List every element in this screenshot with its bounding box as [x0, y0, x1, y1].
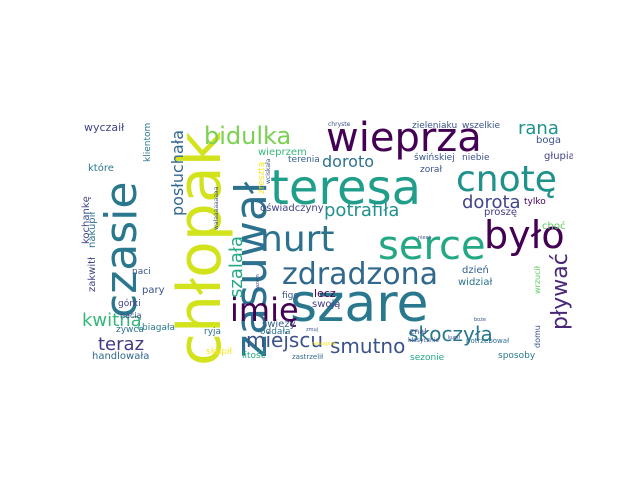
word: potrafiła [324, 200, 400, 221]
word: posłuchała [168, 129, 187, 216]
word: bidulka [204, 122, 292, 150]
word: chryste [328, 121, 351, 128]
word: nakupił [87, 211, 98, 248]
word: było [484, 213, 565, 257]
word: litość [242, 351, 266, 361]
word: wałaaaaaaaaa [213, 186, 220, 230]
word: świeży [262, 319, 296, 330]
word: górki [118, 299, 141, 309]
word: żywca [116, 325, 144, 335]
word: zdradzona [282, 257, 439, 292]
word: wieprza [326, 118, 482, 161]
word: razem [255, 274, 261, 290]
word: skoczyła [408, 322, 493, 346]
word: wieprzem [258, 147, 307, 158]
word: widział [458, 277, 493, 288]
word: oddała [260, 327, 291, 337]
word: świńskiej [414, 153, 455, 163]
word: naci [132, 267, 151, 277]
word: choć [542, 221, 566, 232]
word: sposoby [498, 351, 536, 361]
word: boga [536, 135, 561, 146]
word: zorał [420, 165, 443, 175]
word: wyczaił [84, 121, 125, 134]
word: oświadczyny [260, 203, 324, 214]
word: serce [378, 223, 486, 269]
word: doroto [322, 152, 375, 171]
word: cnotę [456, 159, 557, 200]
word: pływać [548, 253, 573, 330]
word: imię [230, 291, 299, 329]
word: handlowała [92, 351, 150, 362]
word: proszę [484, 207, 517, 218]
word: ryja [204, 327, 222, 337]
word: niebie [462, 153, 490, 163]
word: wciskała [265, 158, 272, 184]
word: wszelkie [462, 121, 501, 131]
word: swoją [312, 299, 341, 310]
word: nastąpną [312, 341, 336, 347]
word: nacią [120, 311, 142, 320]
word: potrzebował [466, 337, 510, 345]
word: dzień [462, 265, 489, 276]
word: figo [282, 291, 299, 301]
word: klasycznie [408, 337, 440, 344]
word: głupia [544, 151, 573, 162]
word: niech [418, 235, 432, 241]
word: teresa [270, 160, 421, 216]
word: boże [474, 317, 486, 323]
word: znał [410, 327, 427, 336]
word: domu [533, 325, 542, 348]
word: tylko [524, 197, 546, 207]
word: pary [142, 285, 165, 296]
word: terenia [288, 155, 320, 165]
word: nurt [260, 219, 335, 260]
word-cloud: szare chłopak teresa zasuwał czasie wiep… [80, 118, 573, 365]
word: sezonie [410, 353, 445, 363]
word: wrzucił [533, 266, 542, 294]
word: kupił [448, 335, 460, 341]
word: teraz [98, 334, 145, 355]
word: lecz [314, 287, 336, 300]
word: smutno [330, 334, 406, 358]
word: zmuj [306, 327, 319, 333]
word: czasie [96, 181, 147, 318]
word: klientom [143, 122, 153, 162]
word: miejscu [246, 328, 323, 352]
word: zastrzelił [292, 353, 324, 361]
word: kwitną [82, 310, 142, 331]
word: rana [518, 118, 559, 139]
word: skupił [206, 347, 233, 357]
word: szalała [226, 235, 247, 298]
word: biagała [142, 323, 176, 333]
word: zieleniaku [412, 121, 458, 131]
word: dorota [462, 192, 521, 213]
word: które [88, 163, 114, 174]
word: szare [290, 274, 429, 334]
word: zakwitł [87, 257, 98, 292]
